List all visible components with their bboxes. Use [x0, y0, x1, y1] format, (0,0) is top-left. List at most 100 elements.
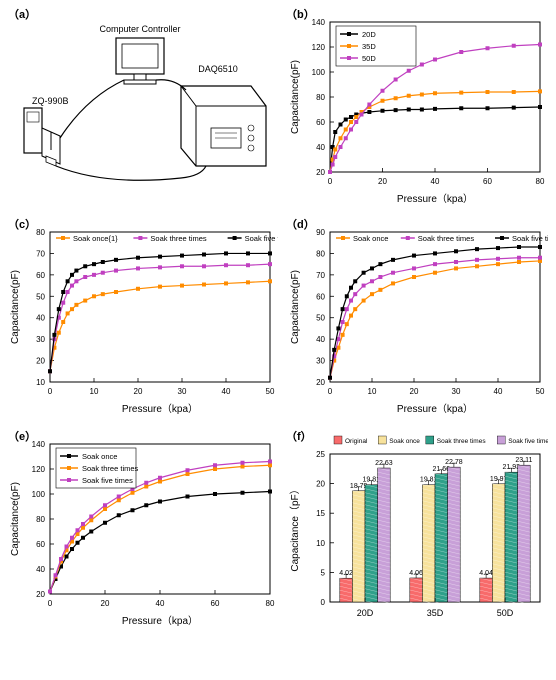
svg-text:20: 20 — [101, 599, 110, 608]
panel-f-label: （f） — [286, 428, 312, 444]
svg-text:40: 40 — [494, 387, 503, 396]
svg-text:Capacitance(pF): Capacitance(pF) — [290, 270, 301, 344]
svg-text:Soak three times: Soak three times — [437, 438, 487, 445]
svg-text:90: 90 — [316, 228, 325, 237]
svg-text:Soak five times: Soak five times — [508, 438, 548, 445]
svg-text:50: 50 — [536, 387, 545, 396]
svg-text:20: 20 — [378, 177, 387, 186]
svg-text:60: 60 — [211, 599, 220, 608]
svg-text:80: 80 — [316, 93, 325, 102]
svg-text:Soak five times: Soak five times — [512, 234, 548, 243]
svg-text:35D: 35D — [427, 608, 444, 618]
svg-text:50: 50 — [316, 314, 325, 323]
panel-e-label: （e） — [8, 428, 36, 444]
svg-text:25: 25 — [316, 450, 325, 459]
panel-b-label: （b） — [286, 6, 315, 22]
svg-text:Capacitance(pF): Capacitance(pF) — [10, 270, 21, 344]
figure-page: （a） Computer Controller DAQ6510 — [0, 0, 556, 680]
svg-text:120: 120 — [312, 43, 326, 52]
svg-text:100: 100 — [32, 490, 46, 499]
svg-text:Soak once{1}: Soak once{1} — [73, 234, 118, 243]
computer-label: Computer Controller — [99, 24, 180, 34]
panel-a-diagram: Computer Controller DAQ6510 — [6, 8, 276, 206]
panel-a: （a） Computer Controller DAQ6510 — [6, 8, 276, 206]
svg-text:15: 15 — [316, 509, 325, 518]
panel-e-chart: 02040608020406080100120140Pressure（kpa）C… — [6, 430, 278, 630]
svg-text:40: 40 — [36, 565, 45, 574]
svg-text:0: 0 — [321, 598, 326, 607]
svg-text:40: 40 — [36, 314, 45, 323]
svg-text:60: 60 — [36, 540, 45, 549]
svg-text:Soak five times: Soak five times — [82, 476, 133, 485]
panel-c: （c） 010203040501020304050607080Pressure（… — [6, 218, 278, 418]
svg-text:20: 20 — [36, 357, 45, 366]
panel-c-chart: 010203040501020304050607080Pressure（kpa）… — [6, 218, 278, 418]
svg-text:20D: 20D — [357, 608, 374, 618]
svg-text:0: 0 — [328, 177, 333, 186]
svg-text:Soak three times: Soak three times — [418, 234, 475, 243]
svg-text:Capacitance（pF）: Capacitance（pF） — [289, 484, 301, 571]
svg-text:Soak once: Soak once — [353, 234, 388, 243]
svg-text:Soak three times: Soak three times — [82, 464, 139, 473]
panel-f-chart: 0510152025Capacitance（pF）4.0218.7919.812… — [286, 430, 548, 630]
svg-text:20: 20 — [36, 590, 45, 599]
panel-d-chart: 010203040502030405060708090Pressure（kpa）… — [286, 218, 548, 418]
svg-text:80: 80 — [536, 177, 545, 186]
svg-text:40: 40 — [431, 177, 440, 186]
svg-text:5: 5 — [321, 568, 326, 577]
svg-text:80: 80 — [36, 228, 45, 237]
svg-text:20: 20 — [134, 387, 143, 396]
panel-e: （e） 02040608020406080100120140Pressure（k… — [6, 430, 278, 630]
svg-text:Pressure（kpa）: Pressure（kpa） — [397, 193, 473, 205]
svg-text:10: 10 — [316, 539, 325, 548]
svg-text:100: 100 — [312, 68, 326, 77]
svg-text:50D: 50D — [497, 608, 514, 618]
daq-label: DAQ6510 — [198, 64, 238, 74]
svg-text:40: 40 — [156, 599, 165, 608]
panel-d: （d） 010203040502030405060708090Pressure（… — [286, 218, 548, 418]
svg-text:10: 10 — [90, 387, 99, 396]
svg-text:30: 30 — [452, 387, 461, 396]
panel-a-label: （a） — [8, 6, 36, 22]
svg-text:60: 60 — [36, 271, 45, 280]
svg-text:50: 50 — [266, 387, 275, 396]
svg-text:20: 20 — [316, 168, 325, 177]
panel-d-label: （d） — [286, 216, 315, 232]
svg-text:20: 20 — [410, 387, 419, 396]
panel-b-chart: 02040608020406080100120140Pressure（kpa）C… — [286, 8, 548, 208]
svg-text:Pressure（kpa）: Pressure（kpa） — [122, 403, 198, 415]
svg-text:60: 60 — [316, 118, 325, 127]
svg-text:40: 40 — [222, 387, 231, 396]
svg-text:80: 80 — [36, 515, 45, 524]
svg-text:50D: 50D — [362, 54, 376, 63]
svg-text:30: 30 — [316, 357, 325, 366]
svg-text:20D: 20D — [362, 30, 376, 39]
svg-text:50: 50 — [36, 292, 45, 301]
svg-text:70: 70 — [316, 271, 325, 280]
svg-text:0: 0 — [48, 387, 53, 396]
svg-text:80: 80 — [316, 249, 325, 258]
svg-text:10: 10 — [36, 378, 45, 387]
svg-text:70: 70 — [36, 249, 45, 258]
svg-text:60: 60 — [316, 292, 325, 301]
svg-text:Capacitance(pF): Capacitance(pF) — [290, 60, 301, 134]
panel-b: （b） 02040608020406080100120140Pressure（k… — [286, 8, 548, 208]
svg-text:Pressure（kpa）: Pressure（kpa） — [122, 615, 198, 627]
panel-c-label: （c） — [8, 216, 36, 232]
svg-text:Original: Original — [345, 438, 368, 445]
svg-text:120: 120 — [32, 465, 46, 474]
svg-text:80: 80 — [266, 599, 275, 608]
svg-text:Capacitance(pF): Capacitance(pF) — [10, 482, 21, 556]
svg-text:0: 0 — [48, 599, 53, 608]
svg-text:Soak once: Soak once — [389, 438, 420, 445]
svg-text:20: 20 — [316, 378, 325, 387]
svg-text:Soak once: Soak once — [82, 452, 117, 461]
svg-text:Soak five times: Soak five times — [245, 234, 278, 243]
zq-label: ZQ-990B — [32, 96, 69, 106]
svg-text:0: 0 — [328, 387, 333, 396]
svg-text:Soak three times: Soak three times — [150, 234, 207, 243]
svg-text:Pressure（kpa）: Pressure（kpa） — [397, 403, 473, 415]
svg-text:40: 40 — [316, 335, 325, 344]
svg-text:20: 20 — [316, 480, 325, 489]
svg-text:35D: 35D — [362, 42, 376, 51]
